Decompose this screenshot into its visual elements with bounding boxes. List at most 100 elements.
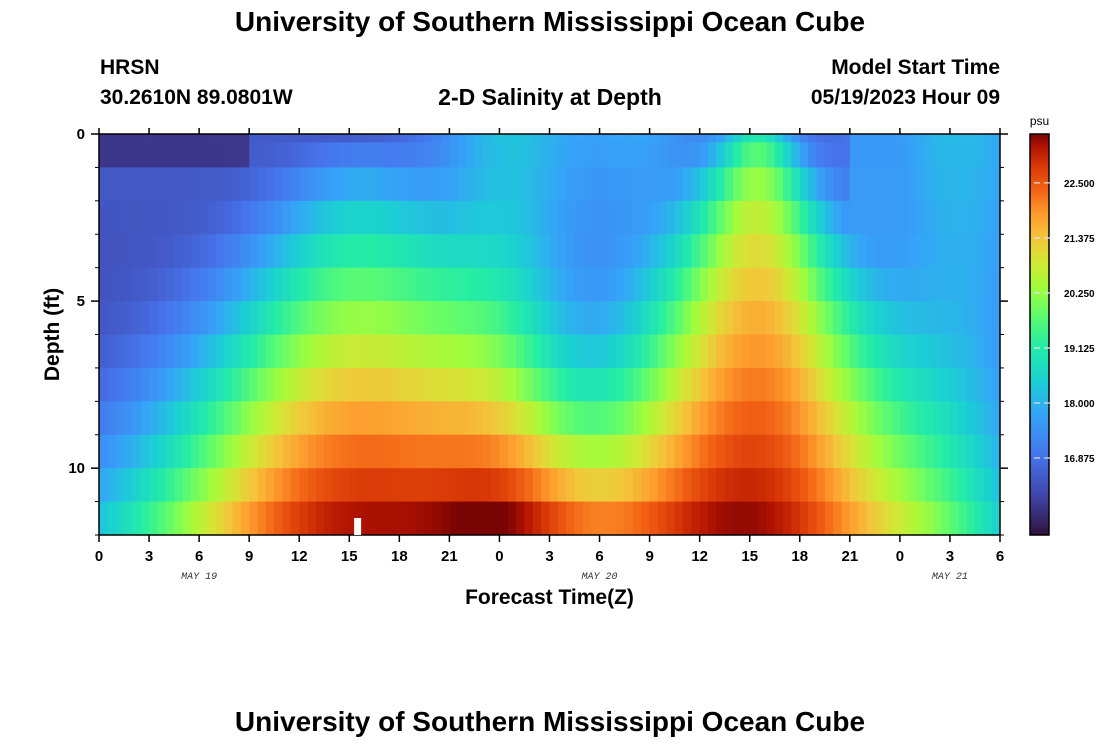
heatmap-cell [733,367,742,402]
heatmap-cell [741,134,751,143]
heatmap-cell [758,167,767,202]
heatmap-cell [549,401,559,436]
heatmap-cell [349,434,359,469]
heatmap-cell [624,134,634,143]
heatmap-cell [708,501,717,536]
heatmap-cell [99,134,108,143]
heatmap-cell [115,142,125,168]
heatmap-cell [991,468,1001,502]
heatmap-cell [240,167,250,202]
heatmap-cell [708,234,717,269]
heatmap-cell [466,468,475,502]
heatmap-cell [249,334,258,369]
heatmap-cell [632,301,642,335]
heatmap-cell [941,167,951,202]
heatmap-cell [299,167,308,202]
heatmap-cell [182,434,192,469]
heatmap-cell [883,434,892,469]
heatmap-cell [741,267,751,302]
heatmap-cell [282,134,292,143]
heatmap-cell [849,334,859,369]
heatmap-cell [257,167,267,202]
heatmap-cell [165,367,175,402]
heatmap-cell [115,468,125,502]
heatmap-cell [424,234,434,269]
heatmap-cell [549,134,559,143]
heatmap-cell [224,434,233,469]
heatmap-cell [182,334,192,369]
heatmap-cell [716,134,726,143]
heatmap-cell [616,142,625,168]
heatmap-cell [641,434,651,469]
heatmap-cell [933,334,942,369]
heatmap-cell [115,267,125,302]
heatmap-cell [908,234,917,269]
heatmap-cell [758,468,767,502]
heatmap-cell [783,200,792,235]
heatmap-cell [482,334,492,369]
heatmap-cell [149,401,158,436]
heatmap-cell [474,134,484,143]
x-date-label: MAY 21 [932,572,968,583]
heatmap-cell [165,434,175,469]
heatmap-cell [666,334,676,369]
heatmap-cell [132,334,142,369]
heatmap-cell [591,134,600,143]
heatmap-cell [482,234,492,269]
heatmap-cell [365,367,375,402]
heatmap-cell [274,501,283,536]
heatmap-cell [115,200,125,235]
heatmap-cell [691,167,701,202]
heatmap-cell [599,334,609,369]
heatmap-cell [599,200,609,235]
heatmap-cell [474,501,484,536]
heatmap-cell [374,134,384,143]
heatmap-cell [441,301,450,335]
heatmap-cell [274,267,283,302]
heatmap-cell [966,234,976,269]
heatmap-cell [908,200,917,235]
heatmap-cell [466,142,475,168]
heatmap-cell [357,234,367,269]
heatmap-cell [858,267,867,302]
heatmap-cell [599,468,609,502]
heatmap-cell [724,334,734,369]
heatmap-cell [649,301,659,335]
heatmap-cell [632,142,642,168]
heatmap-cell [724,434,734,469]
heatmap-cell [307,167,317,202]
heatmap-cell [224,367,233,402]
heatmap-cell [124,134,133,143]
heatmap-cell [808,468,817,502]
heatmap-cell [357,401,367,436]
x-tick-label: 0 [896,548,904,565]
heatmap-cell [399,142,409,168]
heatmap-cell [699,267,709,302]
heatmap-cell [340,142,350,168]
heatmap-cell [365,134,375,143]
heatmap-cell [532,334,542,369]
heatmap-cell [207,267,217,302]
heatmap-cell [758,142,767,168]
heatmap-cell [340,234,350,269]
heatmap-cell [524,501,534,536]
heatmap-cell [966,501,976,536]
heatmap-cell [432,167,442,202]
heatmap-cell [215,434,225,469]
heatmap-cell [274,434,283,469]
heatmap-cell [482,468,492,502]
heatmap-cell [299,501,308,536]
heatmap-cell [407,468,417,502]
heatmap-cell [749,234,759,269]
heatmap-cell [599,301,609,335]
heatmap-cell [449,234,459,269]
heatmap-cell [883,167,892,202]
heatmap-cell [949,434,959,469]
heatmap-cell [966,334,976,369]
heatmap-cell [491,334,500,369]
heatmap-cell [474,468,484,502]
heatmap-cell [466,334,475,369]
heatmap-cell [165,167,175,202]
heatmap-cell [174,501,183,536]
heatmap-cell [382,134,392,143]
